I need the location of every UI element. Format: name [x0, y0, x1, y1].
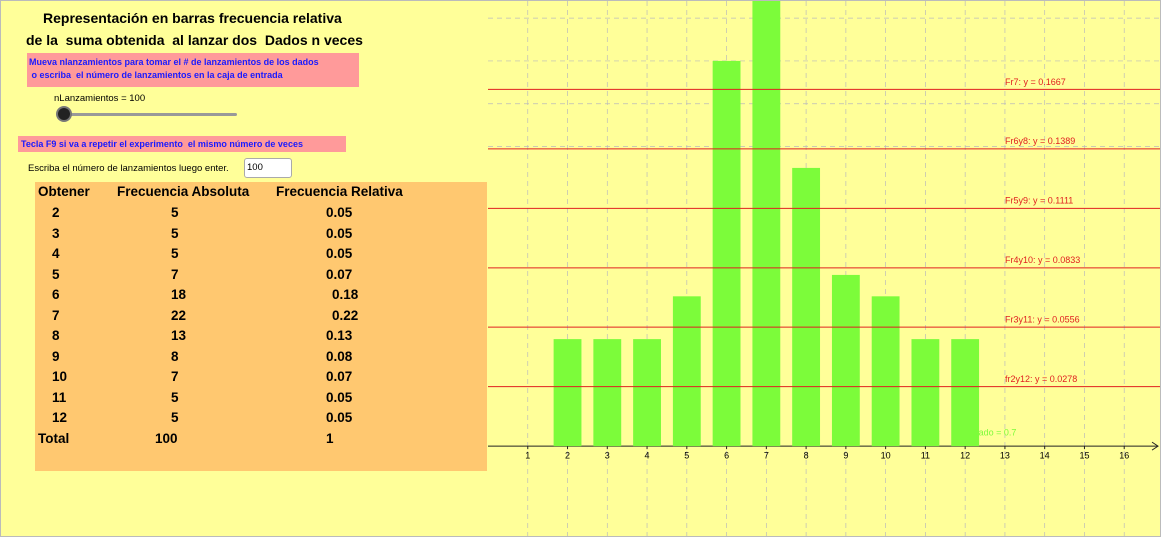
table-cell: 0.18	[332, 287, 359, 302]
table-cell: 22	[171, 307, 187, 323]
bar	[553, 339, 582, 447]
table-cell: 7	[171, 369, 179, 384]
slider-track[interactable]	[63, 113, 237, 116]
reference-label: Fr7: y = 0.1667	[1005, 77, 1066, 87]
bar	[911, 339, 940, 447]
table-cell: 12	[52, 410, 68, 425]
bar	[593, 339, 622, 447]
table-cell: 0.05	[326, 225, 353, 241]
table-cell: 0.08	[326, 348, 353, 364]
table-cell: 7	[171, 266, 179, 282]
x-tick-label: 13	[1000, 450, 1010, 460]
bar	[792, 167, 821, 447]
x-tick-label: 7	[764, 450, 769, 460]
table-cell: 0.05	[326, 410, 353, 425]
x-tick-label: 9	[843, 450, 848, 460]
x-tick-label: 1	[525, 450, 530, 460]
x-tick-label: 14	[1040, 450, 1050, 460]
instruction-line: Mueva nlanzamientos para tomar el # de l…	[29, 57, 319, 67]
bar	[672, 296, 701, 447]
x-tick-label: 5	[684, 450, 689, 460]
x-tick-label: 11	[921, 450, 930, 460]
plot	[553, 1, 980, 447]
bar	[752, 1, 781, 447]
table-cell: 0.05	[326, 246, 353, 261]
table-cell: 0.05	[326, 205, 353, 220]
table-cell: 0.05	[326, 389, 353, 405]
input-label: Escriba el número de lanzamientos luego …	[28, 163, 229, 174]
reference-label: fr2y12: y = 0.0278	[1005, 374, 1077, 384]
table-cell: 100	[155, 430, 178, 446]
frequency-table: Obtener Frecuencia Absoluta Frecuencia Rel…	[35, 182, 487, 471]
table-cell: Frecuencia Absoluta	[117, 184, 250, 199]
table-cell: 6	[52, 287, 60, 302]
x-axis-arrow	[1151, 441, 1159, 451]
instruction-line: o escriba el número de lanzamientos en l…	[29, 70, 283, 80]
table-cell: 18	[171, 287, 187, 302]
table-cell: 5	[171, 410, 179, 425]
title-line: Representación en barras frecuencia rela…	[43, 10, 342, 26]
table-cell: 5	[171, 389, 179, 405]
table-cell: 7	[52, 307, 60, 323]
bar	[712, 60, 741, 447]
x-tick-label: 15	[1079, 450, 1089, 460]
x-tick-label: 16	[1119, 450, 1129, 460]
table-cell: Obtener	[38, 184, 90, 199]
x-tick-label: 8	[804, 450, 809, 460]
table-cell: 8	[171, 348, 179, 364]
table-cell: 8	[52, 328, 60, 343]
x-tick-label: 10	[881, 450, 891, 460]
x-tick-label: 6	[724, 450, 729, 460]
table-cell: 5	[171, 246, 179, 261]
title-line: de la suma obtenida al lanzar dos Dados …	[26, 32, 363, 48]
bar	[871, 296, 900, 447]
reference-label: Fr6y8: y = 0.1389	[1005, 136, 1075, 146]
x-tick-label: 3	[605, 450, 610, 460]
input-box[interactable]: 100	[244, 158, 292, 178]
table-cell: 0.07	[326, 266, 353, 282]
table-cell: 0.13	[326, 328, 353, 343]
table-cell: 5	[171, 225, 179, 241]
bar	[831, 274, 860, 447]
table-cell: 11	[52, 389, 67, 405]
x-tick-label: 4	[645, 450, 650, 460]
table-cell: 1	[326, 430, 334, 446]
reference-label: Fr5y9: y = 0.1111	[1005, 196, 1073, 206]
table-cell: 5	[171, 205, 179, 220]
bar	[951, 339, 980, 447]
chart: 123456789101112131415160.140.160.180.2Fr…	[488, 1, 1160, 536]
table-cell: 5	[52, 266, 60, 282]
table-cell: 10	[52, 369, 68, 384]
bar	[633, 339, 661, 447]
table-cell: 0.07	[326, 369, 353, 384]
bar-width-label: Dado = 0.7	[972, 427, 1016, 437]
x-tick-label: 2	[565, 450, 570, 460]
reference-label: Fr4y10: y = 0.0833	[1005, 255, 1080, 265]
table-cell: 9	[52, 348, 60, 364]
table-cell: 3	[52, 225, 60, 241]
reference-label: Fr3y11: y = 0.0556	[1005, 315, 1080, 325]
slider-knob[interactable]	[58, 108, 70, 120]
repeat-note: Tecla F9 si va a repetir el experimento …	[18, 136, 346, 152]
table-cell: Frecuencia Relativa	[276, 184, 403, 199]
table-cell: 13	[171, 328, 187, 343]
instruction-box: Mueva nlanzamientos para tomar el # de l…	[27, 53, 359, 87]
table-cell: 4	[52, 246, 60, 261]
table-cell: Total	[38, 430, 70, 446]
slider-label: nLanzamientos = 100	[54, 93, 146, 104]
table-cell: 0.22	[332, 307, 359, 323]
table-cell: 2	[52, 205, 60, 220]
x-tick-label: 12	[960, 450, 970, 460]
